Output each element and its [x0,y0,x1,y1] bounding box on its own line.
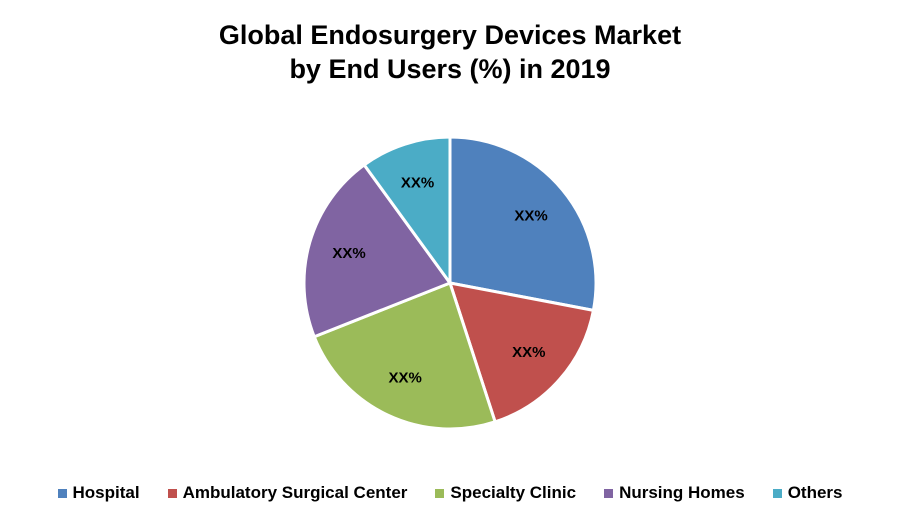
legend-label-hospital: Hospital [72,483,140,502]
chart-title-line1: Global Endosurgery Devices Market [218,20,682,50]
pie-slice-others [362,135,452,285]
pie-slice-nursing-homes [302,163,452,339]
legend-swatch-others [772,488,782,498]
pie-slice-hospital [448,135,598,312]
legend-label-ambulatory-surgical-center: Ambulatory Surgical Center [182,483,408,502]
legend-item-nursing-homes: Nursing Homes [604,483,745,503]
legend-item-others: Others [772,483,843,503]
pie-slices [302,135,598,431]
legend-item-ambulatory-surgical-center: Ambulatory Surgical Center [167,483,408,503]
data-label-ambulatory-surgical-center: XX% [512,344,545,361]
pie-labels: XX% XX% XX% XX% XX% [332,175,547,387]
chart-title: Global Endosurgery Devices Market by End… [0,18,900,86]
pie-slice-ambulatory-surgical-center [448,281,595,424]
chart-title-line2: by End Users (%) in 2019 [289,54,611,84]
legend-item-hospital: Hospital [57,483,140,503]
data-label-others: XX% [401,175,434,192]
data-label-hospital: XX% [514,207,547,224]
legend-label-others: Others [787,483,843,502]
legend-swatch-specialty-clinic [435,488,445,498]
legend-swatch-ambulatory-surgical-center [167,488,177,498]
legend-swatch-nursing-homes [604,488,614,498]
legend-label-nursing-homes: Nursing Homes [619,483,745,502]
legend-item-specialty-clinic: Specialty Clinic [435,483,576,503]
legend-label-specialty-clinic: Specialty Clinic [450,483,577,502]
legend-swatch-hospital [57,488,67,498]
data-label-nursing-homes: XX% [332,245,365,262]
legend: Hospital Ambulatory Surgical Center Spec… [0,483,900,503]
data-label-specialty-clinic: XX% [389,370,422,387]
